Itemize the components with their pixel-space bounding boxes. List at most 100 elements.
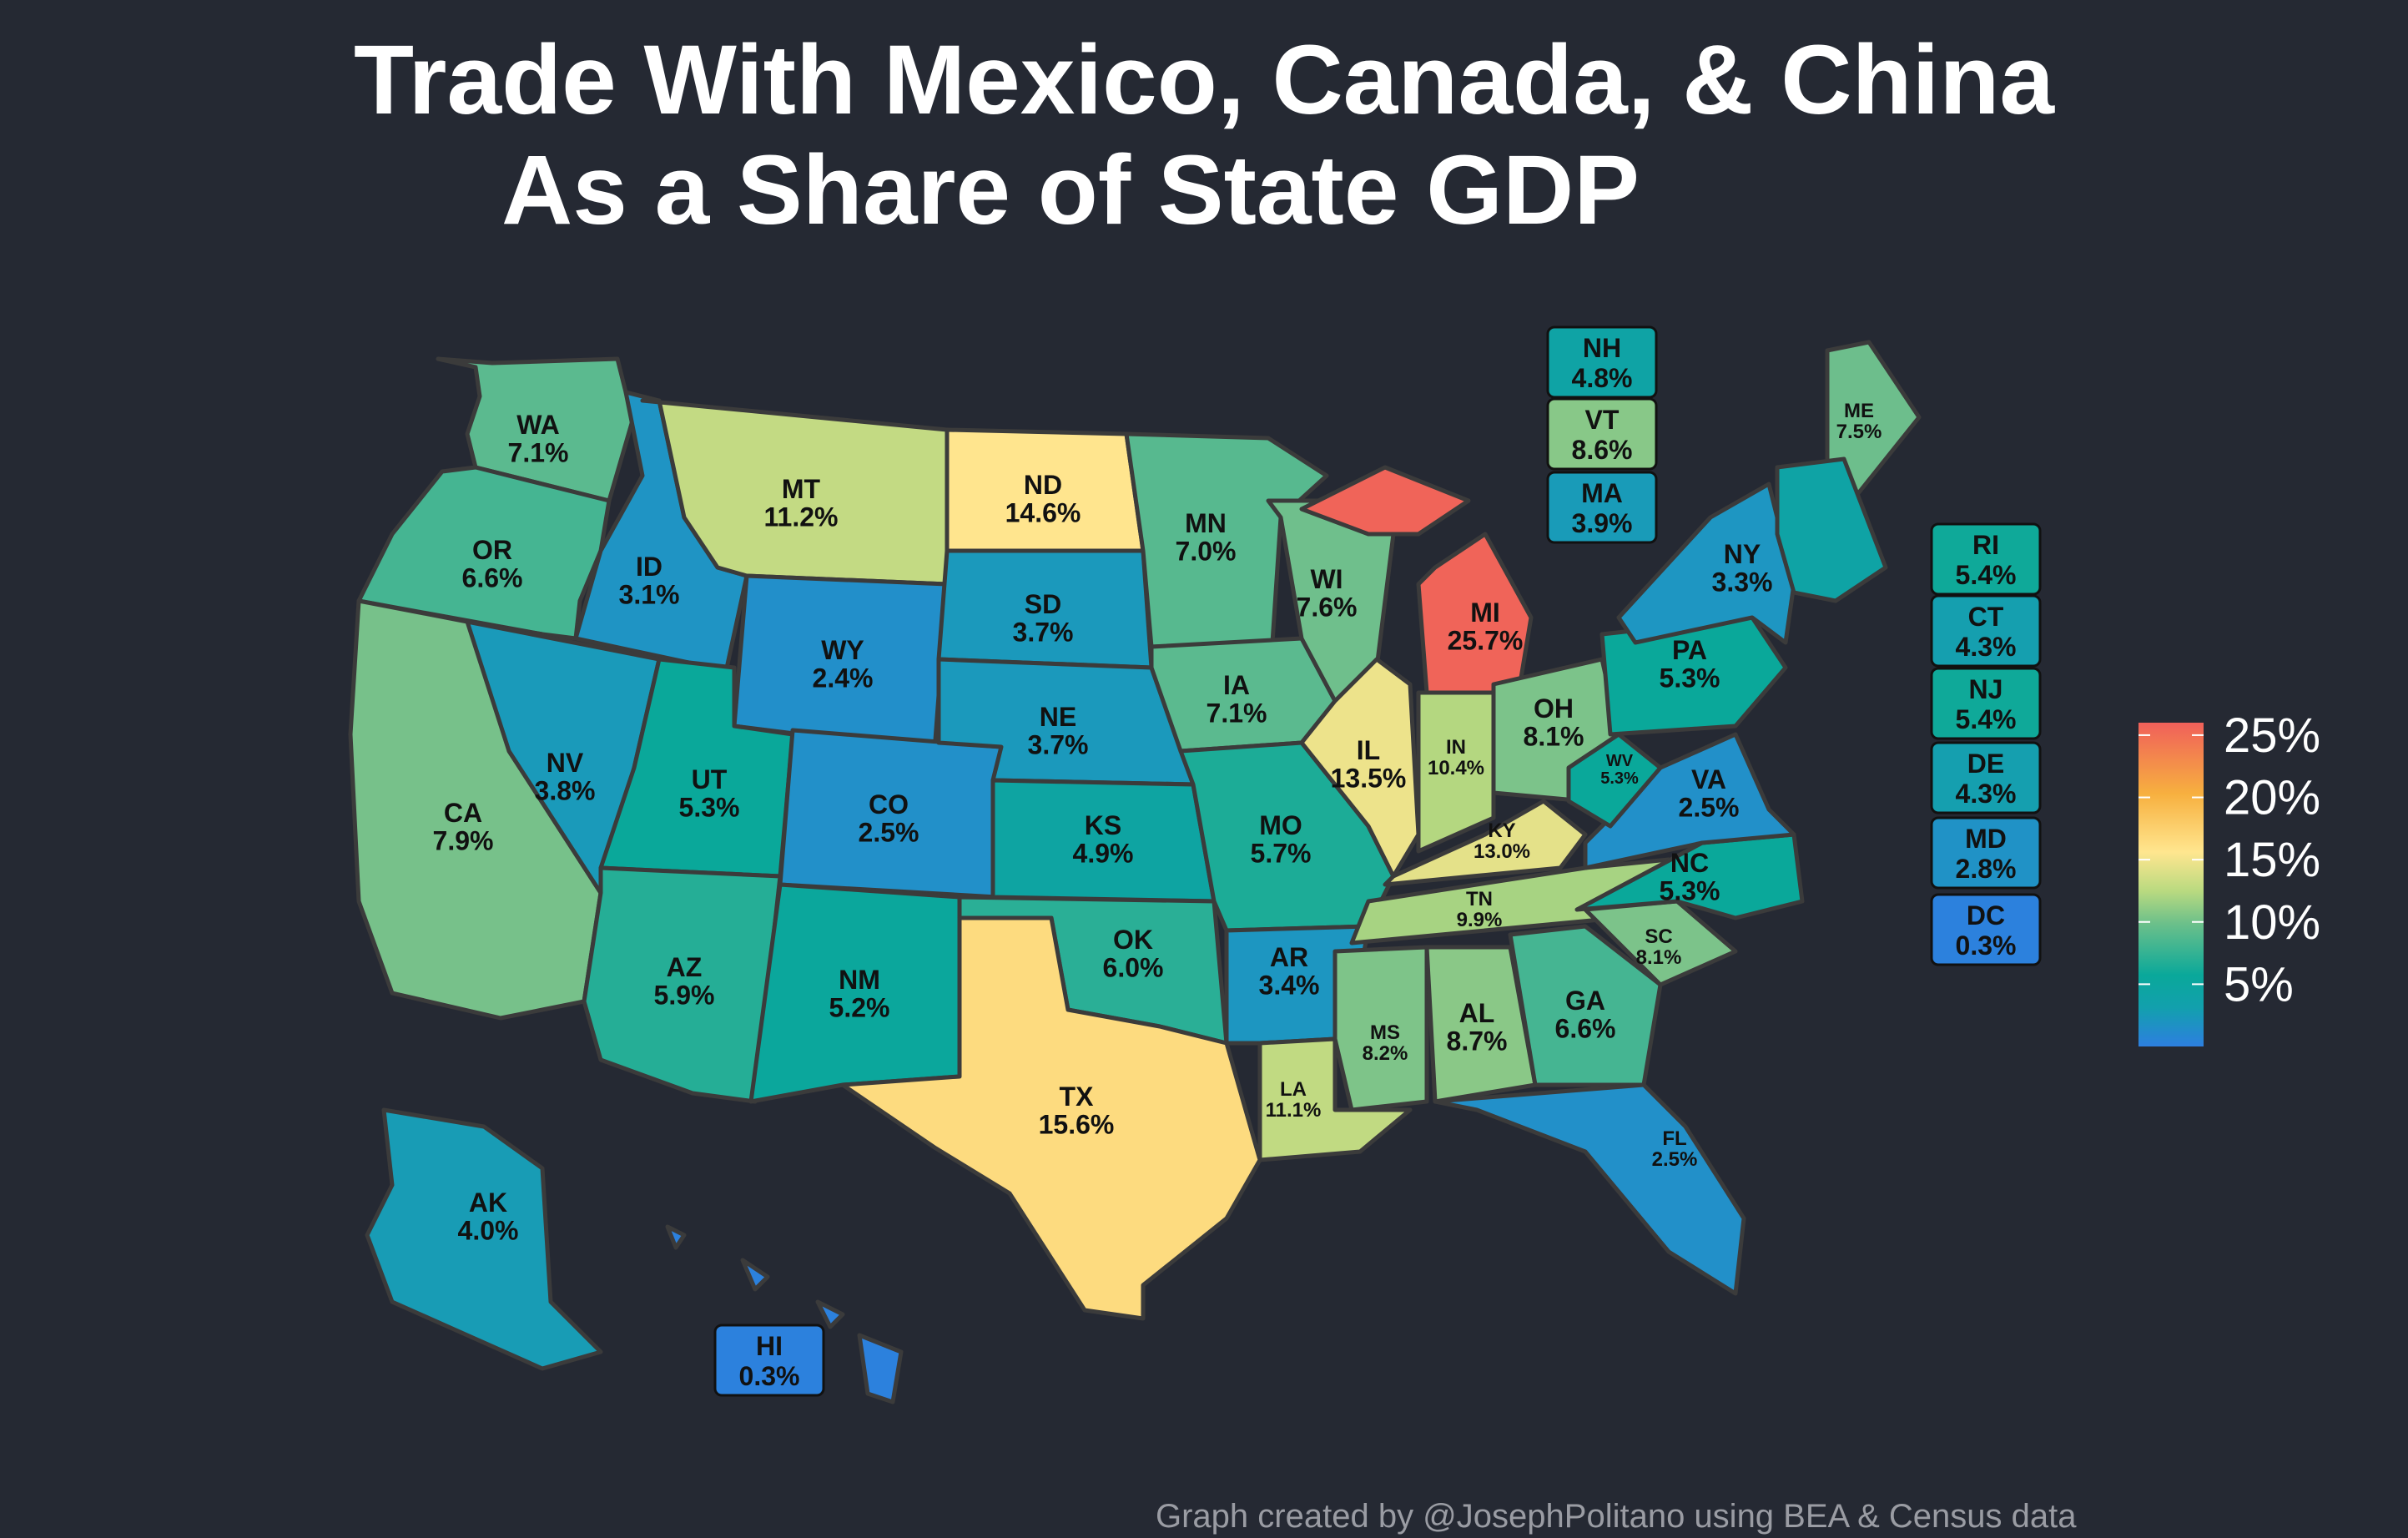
state-shape-mi: [1299, 465, 1471, 537]
state-value: 3.4%: [1259, 971, 1320, 1001]
state-value: 3.9%: [1572, 508, 1633, 538]
state-value: 4.3%: [1956, 779, 2017, 809]
state-value: 3.7%: [1028, 730, 1089, 760]
state-abbr: VA: [1691, 764, 1726, 794]
state-label-nv: NV3.8%: [535, 748, 596, 806]
state-label-ca: CA7.9%: [433, 798, 494, 856]
state-shape-hi: [740, 1258, 770, 1292]
state-value: 5.3%: [1660, 876, 1720, 906]
state-value: 6.6%: [462, 563, 523, 593]
state-abbr: VT: [1585, 405, 1620, 435]
state-abbr: MA: [1581, 478, 1623, 508]
state-abbr: NH: [1583, 333, 1621, 363]
state-abbr: IA: [1223, 670, 1250, 700]
state-abbr: AR: [1270, 942, 1308, 972]
state-shape-in: [1416, 690, 1496, 854]
callout-box: [1930, 816, 2042, 890]
state-label-ms: MS8.2%: [1363, 1021, 1408, 1065]
state-callout-md: MD2.8%: [1930, 816, 2042, 890]
state-label-wv: WV5.3%: [1600, 752, 1639, 788]
state-label-ga: GA6.6%: [1555, 986, 1616, 1044]
state-value: 7.0%: [1176, 537, 1237, 567]
state-value: 5.3%: [1660, 663, 1720, 693]
state-abbr: WY: [821, 635, 864, 665]
state-callout-nj: NJ5.4%: [1930, 667, 2042, 740]
state-shape-nh: [1775, 456, 1888, 603]
state-shape-il: [1299, 657, 1421, 879]
callout-box: [713, 1324, 825, 1397]
callout-box: [1930, 594, 2042, 668]
state-abbr: KY: [1488, 819, 1515, 842]
state-value: 11.2%: [764, 502, 839, 532]
legend-tick-label: 25%: [2224, 708, 2320, 763]
state-abbr: OR: [472, 535, 512, 565]
callout-box: [1546, 397, 1658, 471]
source-caption: Graph created by @JosephPolitano using B…: [1156, 1498, 2077, 1535]
state-abbr: CT: [1968, 602, 2004, 632]
state-value: 7.1%: [1207, 698, 1267, 729]
state-value: 25.7%: [1448, 626, 1524, 656]
state-value: 5.9%: [654, 981, 715, 1011]
state-label-ut: UT5.3%: [679, 764, 740, 823]
callout-box: [1930, 741, 2042, 814]
state-label-az: AZ5.9%: [654, 952, 715, 1011]
state-value: 5.4%: [1956, 560, 2017, 590]
state-label-mo: MO5.7%: [1251, 810, 1312, 869]
state-label-ok: OK6.0%: [1103, 925, 1164, 983]
state-abbr: PA: [1672, 635, 1707, 665]
state-value: 2.4%: [813, 663, 874, 693]
state-label-pa: PA5.3%: [1660, 635, 1720, 693]
state-abbr: NE: [1040, 702, 1076, 732]
map-title: Trade With Mexico, Canada, & China As a …: [0, 25, 2408, 245]
state-shape-ny: [1616, 482, 1796, 645]
state-value: 5.4%: [1956, 704, 2017, 734]
state-abbr: TX: [1060, 1082, 1095, 1112]
state-abbr: CO: [869, 789, 909, 819]
state-callout-hi: HI0.3%: [713, 1324, 825, 1397]
state-value: 0.3%: [739, 1361, 800, 1391]
state-label-co: CO2.5%: [859, 789, 919, 848]
state-callout-vt: VT8.6%: [1546, 397, 1658, 471]
state-label-va: VA2.5%: [1679, 764, 1740, 823]
legend-tick-label: 10%: [2224, 895, 2320, 950]
state-value: 2.5%: [1679, 793, 1740, 823]
state-callout-nh: NH4.8%: [1546, 325, 1658, 399]
state-value: 4.8%: [1572, 363, 1633, 393]
state-shape-me: [1825, 340, 1922, 503]
state-label-wa: WA7.1%: [508, 410, 569, 468]
state-label-al: AL8.7%: [1447, 998, 1508, 1056]
state-label-mn: MN7.0%: [1176, 508, 1237, 567]
state-abbr: TN: [1466, 888, 1493, 910]
state-label-sd: SD3.7%: [1013, 589, 1074, 648]
state-shape-va: [1583, 732, 1796, 870]
state-label-or: OR6.6%: [462, 535, 523, 593]
state-value: 13.5%: [1331, 764, 1407, 794]
callout-box: [1546, 471, 1658, 544]
state-abbr: MS: [1370, 1021, 1400, 1044]
state-value: 7.1%: [508, 438, 569, 468]
state-abbr: HI: [756, 1331, 783, 1361]
state-abbr: FL: [1662, 1127, 1686, 1150]
state-label-id: ID3.1%: [619, 552, 680, 610]
state-abbr: ID: [636, 552, 662, 582]
state-label-ks: KS4.9%: [1073, 810, 1134, 869]
state-shape-ky: [1383, 799, 1588, 887]
state-abbr: NC: [1670, 848, 1709, 878]
state-value: 8.1%: [1524, 722, 1584, 752]
state-abbr: MO: [1259, 810, 1302, 840]
state-value: 7.5%: [1836, 421, 1882, 443]
state-abbr: ND: [1024, 470, 1062, 500]
callout-box: [1930, 893, 2042, 966]
state-abbr: SC: [1645, 925, 1672, 948]
state-abbr: ME: [1844, 400, 1874, 422]
state-label-me: ME7.5%: [1836, 400, 1882, 443]
state-value: 8.1%: [1636, 946, 1682, 969]
state-value: 2.8%: [1956, 854, 2017, 884]
state-label-ny: NY3.3%: [1712, 539, 1773, 598]
state-value: 3.1%: [619, 580, 680, 610]
